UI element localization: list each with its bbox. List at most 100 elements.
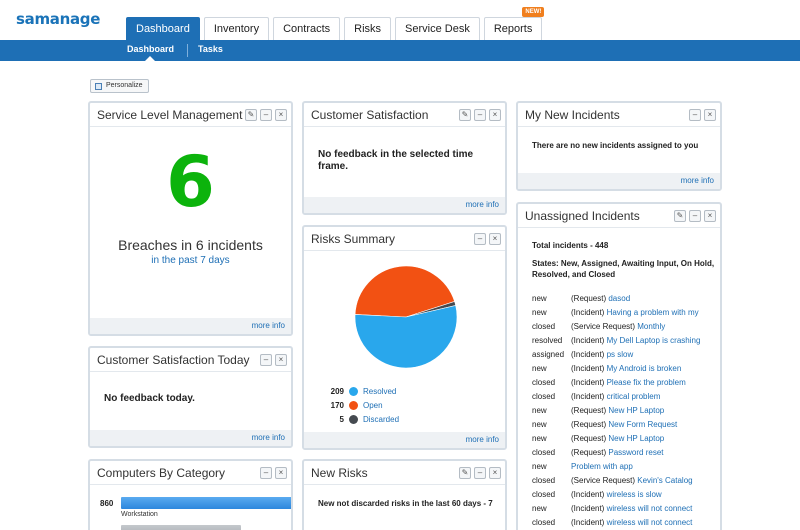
- legend-item[interactable]: 209 Resolved: [304, 385, 396, 397]
- pie-slice-resolved[interactable]: [354, 305, 458, 369]
- subtab-tasks[interactable]: Tasks: [198, 44, 223, 54]
- widget-customer-satisfaction-today: Customer Satisfaction Today – × No feedb…: [88, 346, 293, 448]
- incident-link[interactable]: Problem with app: [571, 462, 633, 471]
- incident-link[interactable]: dasod: [608, 294, 631, 303]
- widget-title: Unassigned Incidents: [525, 209, 640, 223]
- incident-type: (Request) New Form Request: [571, 420, 678, 429]
- minimize-icon[interactable]: –: [689, 210, 701, 222]
- legend-item[interactable]: 170 Open: [304, 399, 383, 411]
- incident-link[interactable]: Monthly: [637, 322, 666, 331]
- legend-label[interactable]: Resolved: [363, 386, 397, 396]
- widget-footer: more info: [304, 432, 505, 448]
- risks-pie-chart: [354, 265, 458, 369]
- subtab-dashboard[interactable]: Dashboard: [127, 44, 175, 54]
- incident-row: closed (Incident) wireless is slow: [532, 490, 720, 504]
- samanage-logo[interactable]: samanage: [16, 10, 101, 28]
- total-incidents: Total incidents - 448: [532, 241, 609, 250]
- past-days-link[interactable]: in the past 7 days: [151, 255, 230, 266]
- widget-title: New Risks: [311, 466, 368, 480]
- tab-reports[interactable]: Reports NEW!: [483, 7, 545, 40]
- incident-status: new: [532, 364, 547, 373]
- minimize-icon[interactable]: –: [474, 467, 486, 479]
- incident-status: resolved: [532, 336, 563, 345]
- widget-controls: ✎ – ×: [671, 210, 716, 222]
- incident-row: new (Request) dasod: [532, 294, 720, 308]
- edit-icon[interactable]: ✎: [459, 109, 471, 121]
- incident-type: (Incident) critical problem: [571, 392, 661, 401]
- incident-type: (Request) New HP Laptop: [571, 406, 665, 415]
- widget-controls: ✎ – ×: [456, 467, 501, 479]
- sub-navigation: Dashboard Tasks: [0, 40, 800, 61]
- close-icon[interactable]: ×: [489, 109, 501, 121]
- incident-link[interactable]: New HP Laptop: [608, 406, 665, 415]
- more-info-link[interactable]: more info: [680, 176, 714, 185]
- minimize-icon[interactable]: –: [260, 467, 272, 479]
- legend-label[interactable]: Discarded: [363, 414, 400, 424]
- category-count: 860: [100, 499, 114, 508]
- incident-status: new: [532, 308, 547, 317]
- incident-link[interactable]: ps slow: [606, 350, 634, 359]
- widget-header: Customer Satisfaction Today – ×: [90, 348, 291, 372]
- incident-link[interactable]: Please fix the problem: [606, 378, 686, 387]
- close-icon[interactable]: ×: [489, 467, 501, 479]
- close-icon[interactable]: ×: [704, 210, 716, 222]
- tab-service-desk[interactable]: Service Desk: [395, 17, 480, 40]
- widget-header: Service Level Management ✎ – ×: [90, 103, 291, 127]
- incident-link[interactable]: Kevin's Catalog: [637, 476, 693, 485]
- incident-link[interactable]: New Form Request: [608, 420, 678, 429]
- minimize-icon[interactable]: –: [689, 109, 701, 121]
- more-info-link[interactable]: more info: [251, 433, 285, 442]
- legend-swatch: [349, 414, 358, 424]
- incident-link[interactable]: Password reset: [608, 448, 664, 457]
- more-info-link[interactable]: more info: [465, 200, 499, 209]
- category-bar[interactable]: [121, 497, 291, 509]
- legend-item[interactable]: 5 Discarded: [304, 413, 399, 425]
- widget-service-level-management: Service Level Management ✎ – × 6 Breache…: [88, 101, 293, 336]
- tab-contracts[interactable]: Contracts: [273, 17, 341, 40]
- more-info-link[interactable]: more info: [251, 321, 285, 330]
- incident-status: closed: [532, 490, 556, 499]
- close-icon[interactable]: ×: [275, 109, 287, 121]
- edit-icon[interactable]: ✎: [459, 467, 471, 479]
- tab-dashboard[interactable]: Dashboard: [126, 17, 200, 40]
- incident-link[interactable]: wireless will not connect: [606, 504, 693, 513]
- widget-footer: more info: [304, 197, 505, 213]
- legend-label[interactable]: Open: [363, 400, 383, 410]
- incident-link[interactable]: wireless is slow: [606, 490, 662, 499]
- minimize-icon[interactable]: –: [260, 109, 272, 121]
- incident-status: new: [532, 462, 547, 471]
- incident-link[interactable]: My Android is broken: [606, 364, 682, 373]
- tab-inventory[interactable]: Inventory: [203, 17, 270, 40]
- my-new-message: There are no new incidents assigned to y…: [532, 141, 699, 150]
- personalize-button[interactable]: Personalize: [90, 79, 149, 93]
- incident-link[interactable]: critical problem: [606, 392, 661, 401]
- minimize-icon[interactable]: –: [260, 354, 272, 366]
- incident-row: new (Incident) Having a problem with my: [532, 308, 720, 322]
- close-icon[interactable]: ×: [275, 354, 287, 366]
- incident-type: (Incident) wireless is slow: [571, 490, 662, 499]
- pie-slice-open[interactable]: [354, 265, 455, 318]
- widget-customer-satisfaction: Customer Satisfaction ✎ – × No feedback …: [302, 101, 507, 215]
- minimize-icon[interactable]: –: [474, 233, 486, 245]
- category-bar[interactable]: [121, 525, 241, 530]
- edit-icon[interactable]: ✎: [674, 210, 686, 222]
- incident-link[interactable]: New HP Laptop: [608, 434, 665, 443]
- close-icon[interactable]: ×: [489, 233, 501, 245]
- incident-link[interactable]: My Dell Laptop is crashing: [606, 336, 701, 345]
- minimize-icon[interactable]: –: [474, 109, 486, 121]
- widget-computers-by-category: Computers By Category – × 860 Workstatio…: [88, 459, 293, 530]
- incident-link[interactable]: wireless will not connect: [606, 518, 693, 527]
- legend-swatch: [349, 386, 358, 396]
- incident-type: (Request) dasod: [571, 294, 631, 303]
- more-info-link[interactable]: more info: [465, 435, 499, 444]
- widget-header: Customer Satisfaction ✎ – ×: [304, 103, 505, 127]
- close-icon[interactable]: ×: [275, 467, 287, 479]
- widget-controls: ✎ – ×: [456, 109, 501, 121]
- edit-icon[interactable]: ✎: [245, 109, 257, 121]
- legend-swatch: [349, 400, 358, 410]
- tab-risks[interactable]: Risks: [344, 17, 392, 40]
- incident-type: (Incident) ps slow: [571, 350, 634, 359]
- incident-status: new: [532, 294, 547, 303]
- incident-link[interactable]: Having a problem with my: [606, 308, 699, 317]
- close-icon[interactable]: ×: [704, 109, 716, 121]
